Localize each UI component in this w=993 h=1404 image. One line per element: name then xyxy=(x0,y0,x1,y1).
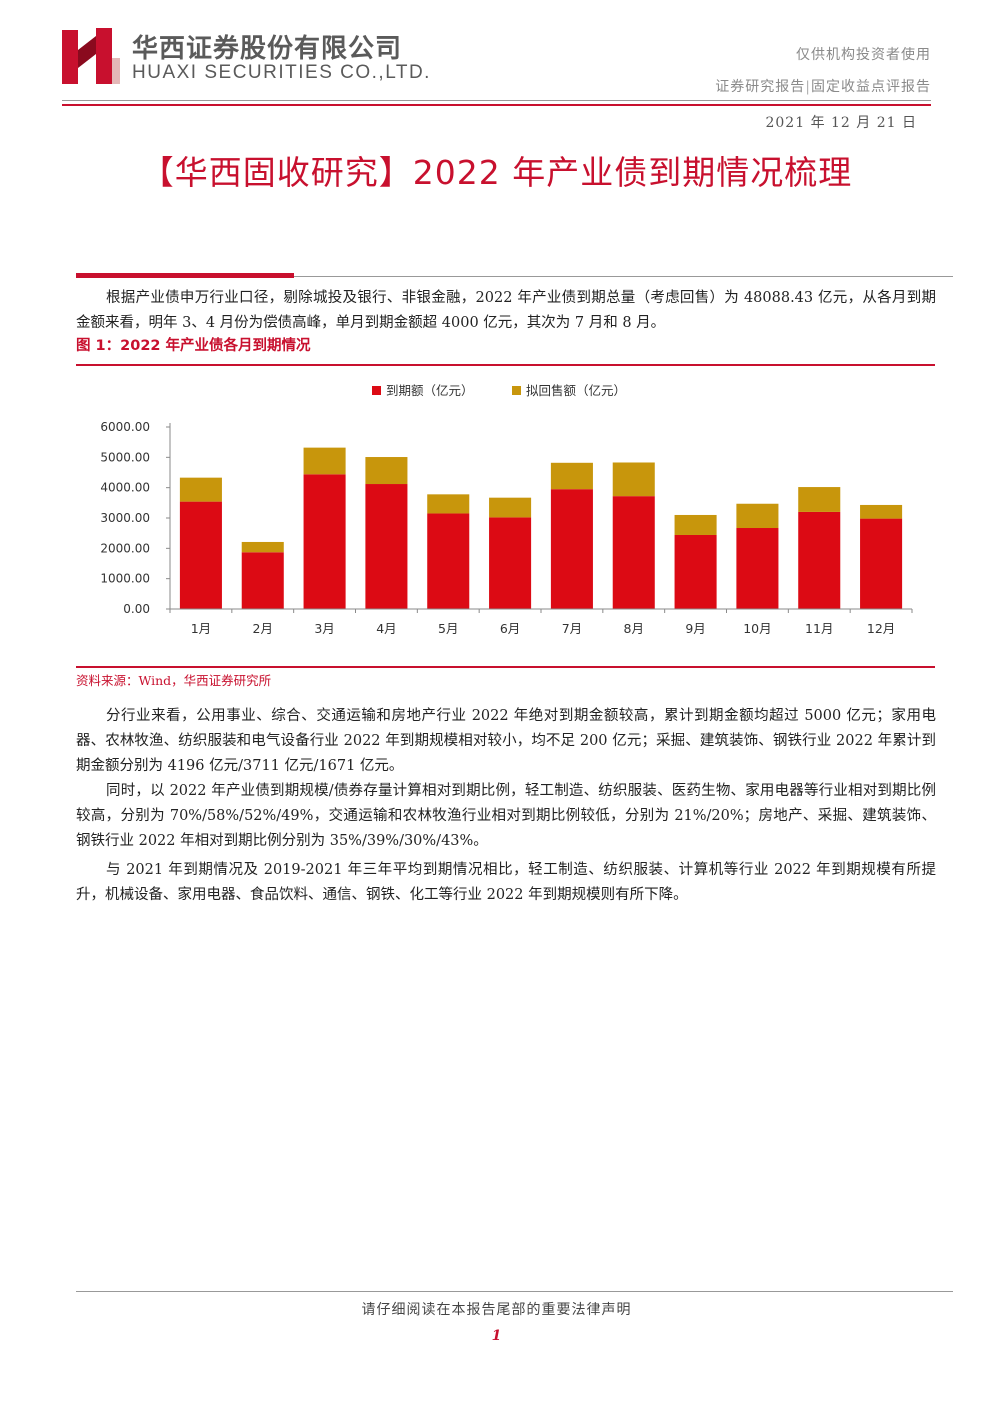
footer-divider xyxy=(76,1291,953,1292)
legend-swatch-1 xyxy=(512,386,521,395)
bar-2月-series-0 xyxy=(241,552,284,609)
company-name-cn: 华西证券股份有限公司 xyxy=(132,34,403,64)
x-tick-label-10: 11月 xyxy=(805,621,833,636)
x-tick-label-2: 3月 xyxy=(314,621,334,636)
x-tick-label-0: 1月 xyxy=(191,621,211,636)
bar-1月-series-0 xyxy=(179,501,222,609)
bar-3月-series-1 xyxy=(303,447,346,475)
bar-4月-series-1 xyxy=(365,457,408,485)
bar-3月-series-0 xyxy=(303,474,346,609)
bar-11月-series-1 xyxy=(798,487,841,512)
bar-7月-series-0 xyxy=(550,489,593,609)
figure-bottom-rule xyxy=(76,666,935,668)
bar-8月-series-1 xyxy=(612,462,655,497)
audience-note: 仅供机构投资者使用 xyxy=(796,47,931,63)
bar-group xyxy=(179,447,903,609)
y-tick-label-6: 6000.00 xyxy=(100,420,150,434)
chart-legend: 到期额（亿元） 拟回售额（亿元） xyxy=(372,383,626,398)
x-tick-label-5: 6月 xyxy=(500,621,520,636)
x-tick-label-9: 10月 xyxy=(743,621,771,636)
bar-10月-series-0 xyxy=(736,528,779,609)
intro-paragraph: 根据产业债申万行业口径，剔除城投及银行、非银金融，2022 年产业债到期总量（考… xyxy=(76,290,936,331)
figure-top-rule xyxy=(76,364,935,366)
header-divider xyxy=(62,100,931,106)
maturity-bar-chart: 到期额（亿元） 拟回售额（亿元） 0.00 1000.00 2000.00 3000.0… xyxy=(100,383,913,636)
y-tick-label-1: 1000.00 xyxy=(100,572,150,586)
paragraph-industry: 分行业来看，公用事业、综合、交通运输和房地产行业 2022 年绝对到期金额较高，… xyxy=(76,708,936,774)
legal-disclaimer-note: 请仔细阅读在本报告尾部的重要法律声明 xyxy=(361,1302,632,1318)
y-tick-label-5: 5000.00 xyxy=(100,450,150,464)
y-tick-label-0: 0.00 xyxy=(123,602,150,616)
x-tick-label-7: 8月 xyxy=(624,621,644,636)
legend-swatch-0 xyxy=(372,386,381,395)
bar-12月-series-1 xyxy=(860,504,903,519)
bar-5月-series-1 xyxy=(427,494,470,514)
bar-6月-series-0 xyxy=(489,517,532,609)
y-axis: 0.00 1000.00 2000.00 3000.00 4000.00 5000.00 6… xyxy=(100,420,171,616)
paragraph-comparison: 与 2021 年到期情况及 2019-2021 年三年平均到期情况相比，轻工制造… xyxy=(76,862,936,903)
bar-7月-series-1 xyxy=(550,462,593,490)
report-title: 【华西固收研究】2022 年产业债到期情况梳理 xyxy=(140,153,853,192)
y-tick-label-4: 4000.00 xyxy=(100,481,150,495)
huaxi-logo xyxy=(62,28,120,84)
page-number: 1 xyxy=(491,1328,502,1344)
report-date: 2021 年 12 月 21 日 xyxy=(765,115,917,131)
bar-9月-series-0 xyxy=(674,534,717,609)
report-subtype: 固定收益点评报告 xyxy=(811,79,931,95)
bar-5月-series-0 xyxy=(427,513,470,609)
section-divider xyxy=(76,276,953,277)
y-tick-label-3: 3000.00 xyxy=(100,511,150,525)
legend-label-1: 拟回售额（亿元） xyxy=(526,383,626,398)
bar-2月-series-1 xyxy=(241,541,284,553)
bar-12月-series-0 xyxy=(860,518,903,609)
x-tick-label-6: 7月 xyxy=(562,621,582,636)
x-tick-label-4: 5月 xyxy=(438,621,458,636)
bar-9月-series-1 xyxy=(674,514,717,535)
x-tick-label-1: 2月 xyxy=(253,621,273,636)
bar-8月-series-0 xyxy=(612,496,655,609)
bar-10月-series-1 xyxy=(736,503,779,529)
bar-1月-series-1 xyxy=(179,477,222,502)
paragraph-ratio: 同时，以 2022 年产业债到期规模/债券存量计算相对到期比例，轻工制造、纺织服… xyxy=(76,783,936,849)
figure-title: 图 1：2022 年产业债各月到期情况 xyxy=(76,338,311,354)
report-category: 证券研究报告|固定收益点评报告 xyxy=(715,79,931,95)
figure-source: 资料来源：Wind，华西证券研究所 xyxy=(76,673,272,688)
company-name-en: HUAXI SECURITIES CO.,LTD. xyxy=(132,62,431,83)
legend-label-0: 到期额（亿元） xyxy=(386,383,474,398)
x-tick-label-8: 9月 xyxy=(685,621,705,636)
report-type: 证券研究报告 xyxy=(715,79,806,95)
x-axis: 1月 2月 3月 4月 5月 6月 7月 8月 9月 10月 11月 12月 xyxy=(169,608,913,636)
section-divider-accent xyxy=(76,273,294,278)
bar-4月-series-0 xyxy=(365,484,408,609)
y-tick-label-2: 2000.00 xyxy=(100,541,150,555)
bar-6月-series-1 xyxy=(489,497,532,518)
x-tick-label-11: 12月 xyxy=(867,621,895,636)
bar-11月-series-0 xyxy=(798,511,841,609)
x-tick-label-3: 4月 xyxy=(376,621,396,636)
